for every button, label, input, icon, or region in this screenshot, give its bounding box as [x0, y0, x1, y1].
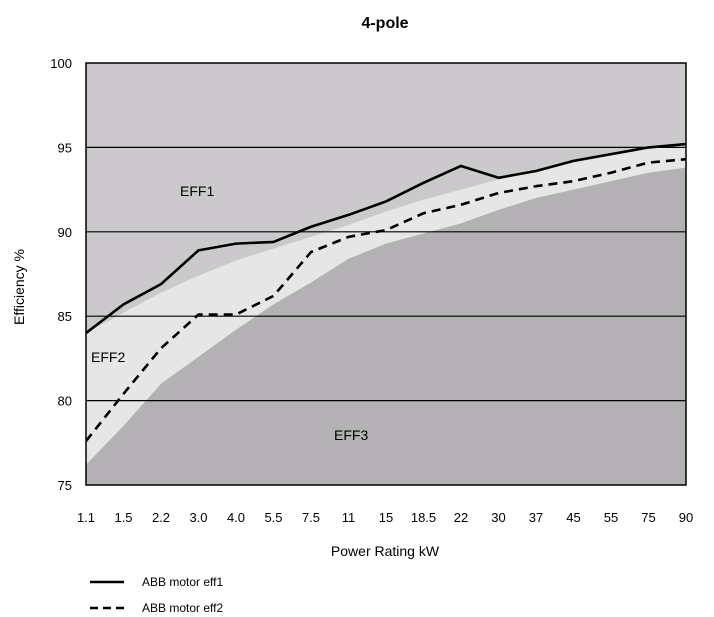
x-tick-label: 7.5	[302, 510, 320, 525]
x-tick-label: 45	[566, 510, 580, 525]
x-tick-label: 4.0	[227, 510, 245, 525]
x-tick-label: 18.5	[411, 510, 436, 525]
chart-title: 4-pole	[361, 15, 408, 32]
region-label-eff3: EFF3	[334, 427, 368, 443]
y-tick-label: 75	[58, 478, 72, 493]
x-tick-label: 15	[379, 510, 393, 525]
legend-label-eff1: ABB motor eff1	[142, 575, 223, 589]
x-axis-label: Power Rating kW	[331, 543, 440, 559]
series-line-1	[85, 142, 687, 335]
x-tick-label: 55	[604, 510, 618, 525]
x-tick-label: 2.2	[152, 510, 170, 525]
y-tick-label: 90	[58, 225, 72, 240]
region-label-eff1: EFF1	[180, 183, 214, 199]
y-tick-label: 95	[58, 140, 72, 155]
x-tick-label: 1.5	[114, 510, 132, 525]
y-tick-label: 80	[58, 394, 72, 409]
x-tick-label: 90	[679, 510, 693, 525]
x-tick-label: 11	[342, 510, 356, 525]
x-tick-label: 22	[454, 510, 468, 525]
series-line-2	[84, 157, 687, 442]
x-axis-ticks: 1.1 1.5 2.2 3.0 4.0 5.5 7.5 11 15 18.5 22 30 37 45 55 7…	[77, 510, 693, 525]
region-label-eff2: EFF2	[91, 349, 125, 365]
plot-area	[84, 62, 687, 486]
x-tick-label: 30	[491, 510, 505, 525]
y-axis-ticks: 75 80 85 90 95 100	[50, 56, 72, 493]
x-tick-label: 75	[641, 510, 655, 525]
legend-label-eff2: ABB motor eff2	[142, 601, 223, 615]
y-axis-label: Efficiency %	[11, 249, 27, 325]
x-tick-label: 37	[529, 510, 543, 525]
x-tick-label: 5.5	[264, 510, 282, 525]
y-tick-label: 85	[58, 309, 72, 324]
legend: ABB motor eff1 ABB motor eff2	[90, 575, 223, 615]
plot-frame	[85, 62, 687, 486]
x-tick-label: 1.1	[77, 510, 95, 525]
y-tick-label: 100	[50, 56, 72, 71]
x-tick-label: 3.0	[189, 510, 207, 525]
region-eff3	[86, 167, 686, 485]
